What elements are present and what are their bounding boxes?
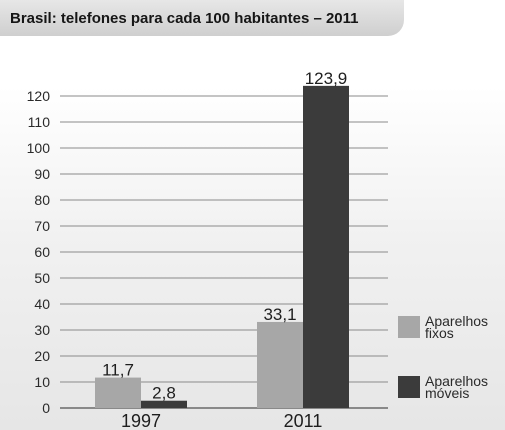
legend-label-fixos-line1: Aparelhos <box>425 313 488 329</box>
legend-label-moveis-line2: móveis <box>425 385 469 401</box>
legend-swatch-moveis <box>398 376 420 398</box>
y-tick-label-0: 0 <box>42 400 50 416</box>
chart-title: Brasil: telefones para cada 100 habitant… <box>0 0 404 36</box>
y-axis-tick-labels: 0 10 20 30 40 50 60 70 80 90 100 110 120 <box>27 88 51 416</box>
data-label-1997-fixos: 11,7 <box>102 361 134 380</box>
y-tick-label-120: 120 <box>27 88 51 104</box>
bars <box>95 85 349 409</box>
y-tick-label-20: 20 <box>34 348 50 364</box>
data-label-2011-fixos: 33,1 <box>263 305 296 324</box>
y-tick-label-50: 50 <box>34 270 50 286</box>
bar-1997-fixos <box>95 377 141 408</box>
bar-1997-moveis <box>141 400 187 408</box>
x-axis-tick-labels: 1997 2011 <box>121 411 322 430</box>
y-tick-label-110: 110 <box>28 114 51 130</box>
y-tick-label-80: 80 <box>34 192 50 208</box>
x-tick-label-1997: 1997 <box>121 411 161 430</box>
legend-label-moveis-line1: Aparelhos <box>425 373 488 389</box>
data-labels: 11,7 2,8 33,1 123,9 <box>102 69 347 403</box>
data-label-1997-moveis: 2,8 <box>152 384 176 403</box>
y-tick-label-30: 30 <box>34 322 50 338</box>
y-tick-label-70: 70 <box>34 218 50 234</box>
y-tick-label-90: 90 <box>34 166 50 182</box>
y-tick-label-100: 100 <box>27 140 51 156</box>
y-tick-label-10: 10 <box>34 374 50 390</box>
y-tick-label-40: 40 <box>34 296 50 312</box>
y-tick-label-60: 60 <box>34 244 50 260</box>
x-tick-label-2011: 2011 <box>284 411 323 430</box>
legend-swatch-fixos <box>398 316 420 338</box>
data-label-2011-moveis: 123,9 <box>305 69 348 88</box>
bar-2011-fixos <box>257 321 303 408</box>
legend-label-fixos-line2: fixos <box>425 325 454 341</box>
bar-2011-moveis <box>303 85 349 409</box>
